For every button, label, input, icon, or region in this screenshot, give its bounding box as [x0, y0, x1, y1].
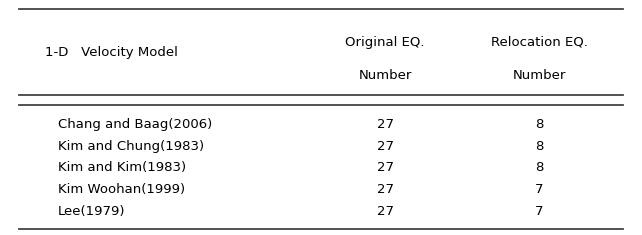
- Text: 8: 8: [535, 140, 544, 153]
- Text: Kim and Chung(1983): Kim and Chung(1983): [58, 140, 204, 153]
- Text: Kim and Kim(1983): Kim and Kim(1983): [58, 161, 186, 174]
- Text: 8: 8: [535, 118, 544, 131]
- Text: 27: 27: [377, 183, 394, 196]
- Text: 1-D   Velocity Model: 1-D Velocity Model: [45, 46, 178, 59]
- Text: 27: 27: [377, 140, 394, 153]
- Text: 7: 7: [535, 204, 544, 218]
- Text: Number: Number: [512, 69, 566, 82]
- Text: 8: 8: [535, 161, 544, 174]
- Text: Original EQ.: Original EQ.: [345, 36, 425, 49]
- Text: 27: 27: [377, 161, 394, 174]
- Text: Lee(1979): Lee(1979): [58, 204, 125, 218]
- Text: 7: 7: [535, 183, 544, 196]
- Text: Chang and Baag(2006): Chang and Baag(2006): [58, 118, 212, 131]
- Text: 27: 27: [377, 118, 394, 131]
- Text: Number: Number: [358, 69, 412, 82]
- Text: 27: 27: [377, 204, 394, 218]
- Text: Relocation EQ.: Relocation EQ.: [491, 36, 587, 49]
- Text: Kim Woohan(1999): Kim Woohan(1999): [58, 183, 185, 196]
